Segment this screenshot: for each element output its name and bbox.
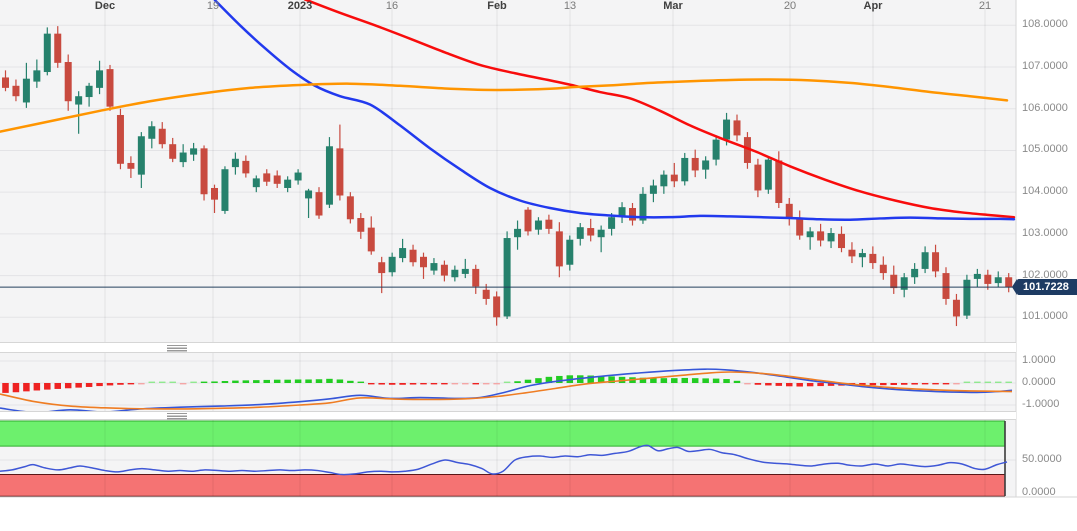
price-tick-label: 106.0000 bbox=[1022, 101, 1068, 114]
macd-tick-label: -1.0000 bbox=[1022, 398, 1060, 410]
oscillator-tick-label: 50.0000 bbox=[1022, 453, 1062, 465]
ma-red-line bbox=[303, 0, 1016, 219]
time-tick-label: 16 bbox=[385, 0, 399, 12]
time-tick-label: 20 bbox=[783, 0, 797, 12]
ma-blue-line bbox=[213, 0, 1016, 221]
pane-resize-handle-icon[interactable] bbox=[167, 413, 187, 420]
price-tick-label: 108.0000 bbox=[1022, 18, 1068, 31]
oversold-zone bbox=[0, 474, 1005, 497]
time-tick-label: Mar bbox=[663, 0, 683, 12]
price-tick-label: 101.0000 bbox=[1022, 310, 1068, 323]
current-price-badge: 101.7228 bbox=[1012, 279, 1077, 295]
macd-line bbox=[0, 368, 1013, 414]
ma-orange-line bbox=[0, 78, 1009, 133]
candlestick-series bbox=[2, 26, 1013, 327]
current-price-value: 101.7228 bbox=[1023, 281, 1069, 293]
time-tick-label: Apr bbox=[863, 0, 883, 12]
price-tick-label: 104.0000 bbox=[1022, 185, 1068, 198]
pane-separator-1[interactable] bbox=[0, 342, 1016, 353]
time-tick-label: Feb bbox=[487, 0, 507, 12]
price-tick-label: 105.0000 bbox=[1022, 143, 1068, 156]
price-tick-label: 102.0000 bbox=[1022, 268, 1068, 281]
macd-tick-label: 1.0000 bbox=[1022, 354, 1056, 366]
time-tick-label: 21 bbox=[978, 0, 992, 12]
time-tick-label: 19 bbox=[206, 0, 220, 12]
signal-line bbox=[0, 371, 1013, 410]
macd-tick-label: 0.0000 bbox=[1022, 376, 1056, 388]
macd-histogram bbox=[2, 375, 1012, 393]
time-tick-label: Dec bbox=[94, 0, 116, 12]
oscillator-tick-label: 0.0000 bbox=[1022, 486, 1056, 498]
time-tick-label: 13 bbox=[563, 0, 577, 12]
overbought-zone bbox=[0, 421, 1005, 447]
price-tick-label: 107.0000 bbox=[1022, 60, 1068, 72]
oscillator-line bbox=[0, 444, 1008, 476]
pane-resize-handle-icon[interactable] bbox=[167, 345, 187, 352]
time-tick-label: 2023 bbox=[287, 0, 313, 12]
pane-separator-2[interactable] bbox=[0, 411, 1016, 420]
price-tick-label: 103.0000 bbox=[1022, 226, 1068, 239]
